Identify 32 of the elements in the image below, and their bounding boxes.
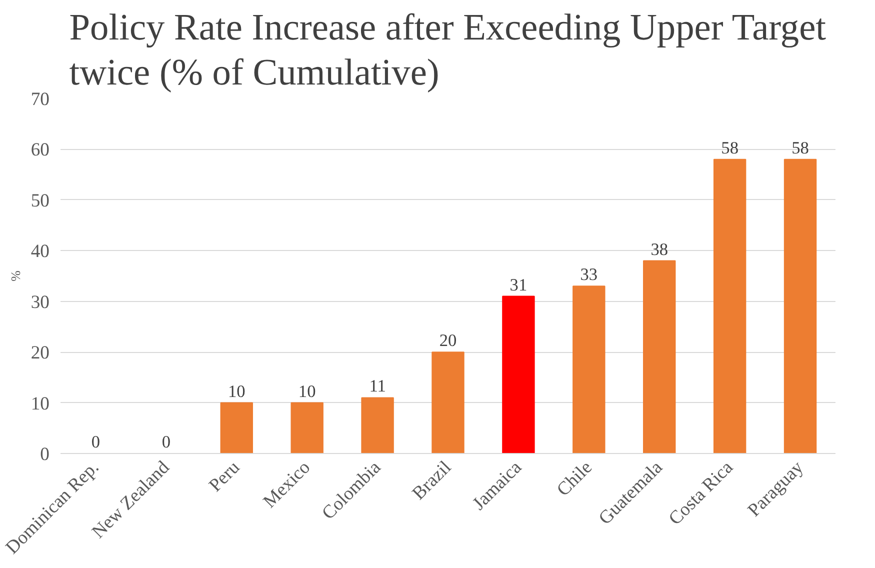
data-label: 58 xyxy=(792,138,809,158)
y-tick-label: 70 xyxy=(30,89,50,110)
bar xyxy=(502,296,535,454)
data-label: 58 xyxy=(721,138,738,158)
y-tick-label: 50 xyxy=(30,190,50,212)
x-tick-label: Peru xyxy=(205,456,245,496)
bar xyxy=(220,402,253,454)
y-tick-label: 40 xyxy=(30,241,50,262)
data-label: 38 xyxy=(650,240,668,259)
bar xyxy=(643,260,676,454)
bar xyxy=(290,402,324,454)
y-tick-label: 0 xyxy=(40,444,50,465)
x-tick-label: Chile xyxy=(552,457,596,501)
data-label: 11 xyxy=(369,376,386,396)
y-tick-label: 30 xyxy=(30,292,50,313)
bar xyxy=(432,352,464,454)
data-label: 0 xyxy=(91,432,100,452)
y-tick-label: 20 xyxy=(30,342,50,364)
y-axis-title: % xyxy=(8,270,23,282)
bar xyxy=(784,158,817,454)
data-label: 10 xyxy=(228,382,246,401)
bar xyxy=(572,286,606,454)
data-label: 31 xyxy=(510,275,528,294)
bar xyxy=(361,397,394,454)
data-label: 20 xyxy=(439,331,457,350)
y-tick-label: 60 xyxy=(30,140,50,161)
chart-title: Policy Rate Increase after Exceeding Upper Target twice (% of Cumulative) xyxy=(69,7,827,94)
y-tick-label: 10 xyxy=(30,393,50,414)
data-label: 0 xyxy=(162,432,171,452)
data-label: 10 xyxy=(298,382,316,401)
bar xyxy=(713,158,746,454)
data-label: 33 xyxy=(580,265,598,284)
